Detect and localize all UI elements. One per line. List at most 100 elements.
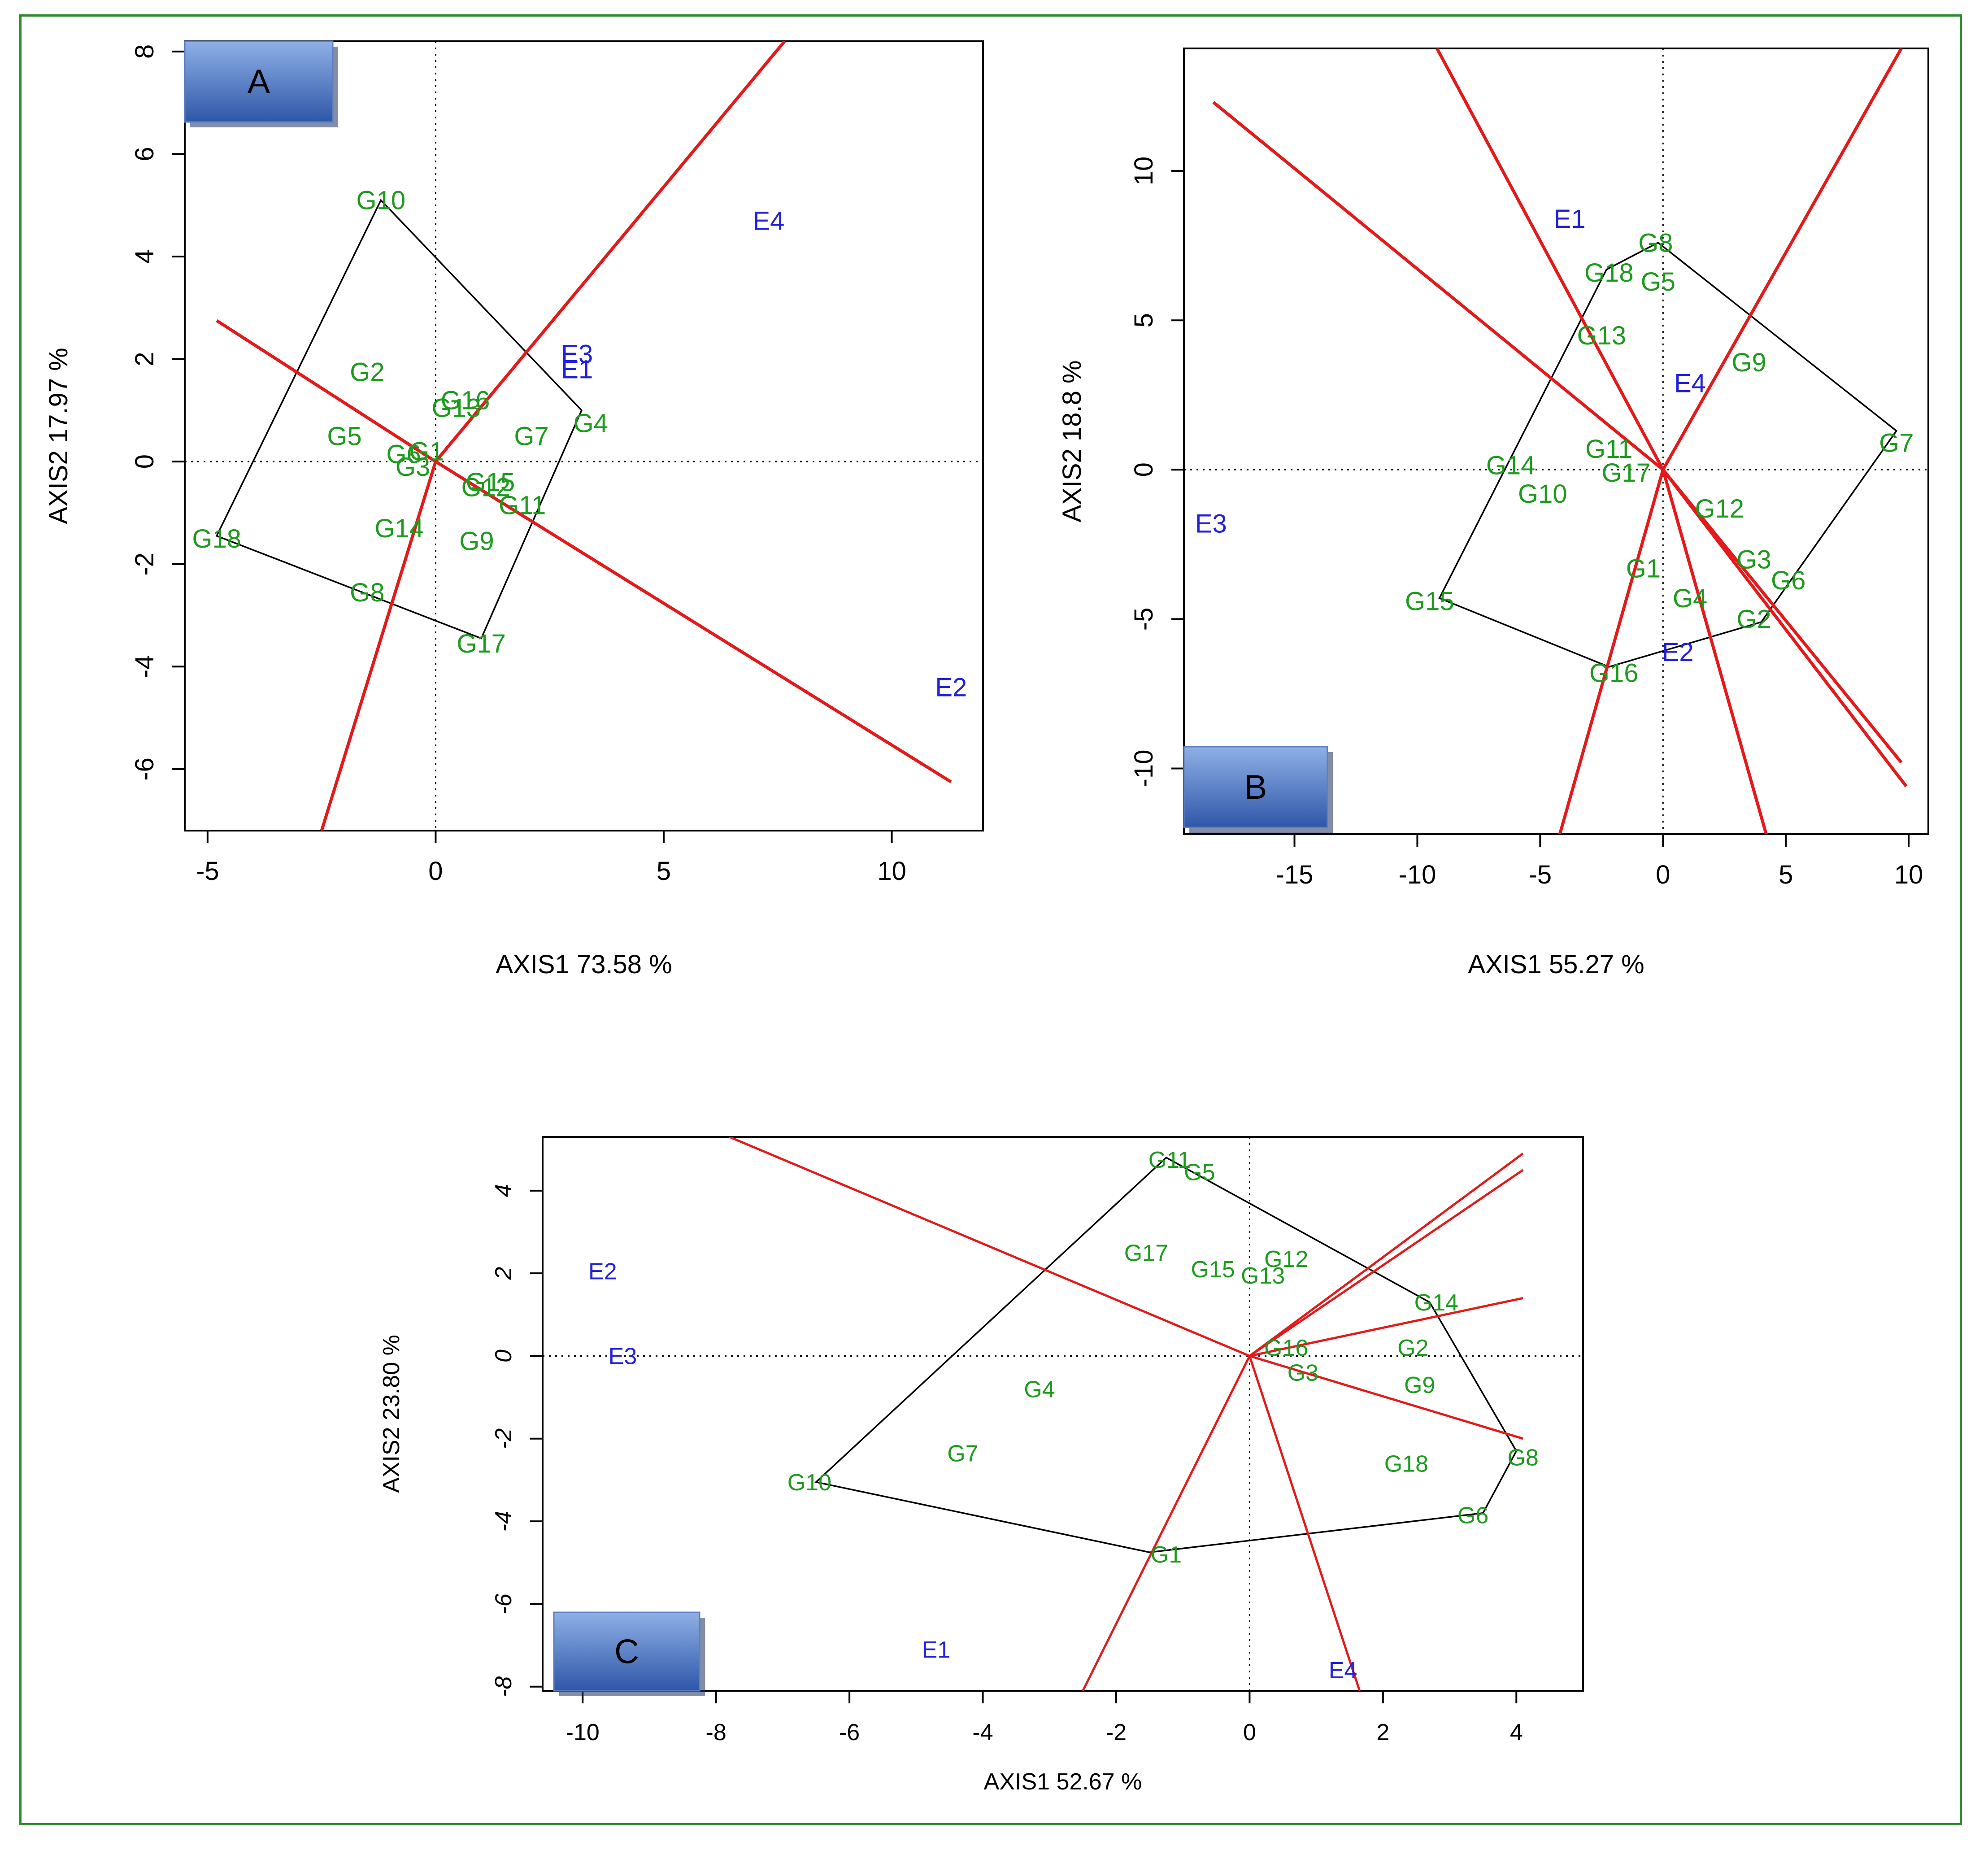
sector-ray [1558,469,1665,834]
x-tick-label: -10 [1399,860,1436,889]
y-tick-label: -2 [491,1428,517,1449]
genotype-label: G6 [387,440,421,469]
genotype-label: G16 [1589,659,1639,688]
genotype-label: G11 [1585,435,1632,464]
genotype-label: G3 [1736,545,1771,574]
sector-ray [320,461,437,831]
sector-ray [1662,469,1903,764]
genotype-label: G5 [1641,267,1675,296]
genotype-label: G18 [1584,258,1634,287]
plot-box [542,1136,1584,1692]
genotype-label: G14 [374,514,424,543]
y-tick-label: 8 [130,44,159,59]
environment-label: E4 [1329,1658,1357,1684]
genotype-label: G2 [1736,605,1771,634]
genotype-label: G10 [1518,479,1567,509]
y-tick-label: -5 [1129,608,1158,631]
x-axis-title: AXIS1 73.58 % [496,950,672,979]
genotype-label: G9 [1404,1372,1435,1398]
genotype-label: G13 [1241,1263,1285,1289]
plot-box [1183,48,1929,835]
genotype-label: G2 [1397,1335,1428,1361]
genotype-label: G15 [1405,587,1454,616]
sector-ray [1662,48,1903,471]
genotype-label: G5 [1184,1160,1215,1186]
y-tick-label: 0 [491,1349,517,1362]
genotype-label: G11 [1148,1147,1191,1173]
sector-ray [729,1137,1250,1357]
environment-label: E2 [935,673,967,702]
convex-hull-polygon [215,199,583,640]
x-tick-label: -5 [196,857,219,886]
genotype-label: G3 [396,453,430,482]
genotype-label: G10 [787,1470,831,1496]
x-tick-label: 4 [1510,1719,1523,1746]
sector-ray [1249,1297,1523,1357]
genotype-label: G8 [350,578,384,607]
x-tick-label: -2 [1106,1719,1127,1746]
genotype-label: G10 [357,186,406,215]
y-tick-label: -10 [1129,750,1158,788]
convex-hull-polygon [1438,241,1898,668]
x-tick-label: -10 [566,1719,600,1746]
sector-ray [216,319,437,463]
y-tick-label: -2 [130,553,159,576]
sector-ray [1212,101,1664,471]
y-tick-label: 5 [1129,313,1158,327]
genotype-label: G9 [459,527,494,556]
genotype-label: G8 [1507,1445,1538,1471]
genotype-label: G12 [1264,1246,1308,1272]
x-axis-title: AXIS1 52.67 % [984,1769,1142,1795]
convex-hull-polygon [814,1156,1518,1554]
environment-label: E3 [609,1344,637,1370]
genotype-label: G17 [1601,458,1651,488]
genotype-label: G14 [1414,1290,1458,1316]
x-axis-title: AXIS1 55.27 % [1468,950,1644,979]
genotype-label: G11 [499,491,546,520]
genotype-label: G15 [1191,1257,1235,1283]
y-axis-title: AXIS2 18.8 % [1057,360,1087,522]
sector-ray [1249,1355,1523,1440]
x-tick-label: 5 [1779,860,1793,889]
genotype-label: G6 [1457,1503,1488,1529]
sector-ray [1249,1169,1524,1357]
genotype-label: G16 [1264,1335,1308,1361]
environment-label: E1 [561,355,593,384]
y-tick-label: 4 [130,249,159,264]
y-tick-label: -6 [130,757,159,781]
sector-ray [1436,48,1665,470]
x-tick-label: 10 [1894,860,1923,889]
genotype-label: G14 [1486,451,1536,480]
y-tick-label: 2 [491,1267,517,1280]
panel-badge-letter: B [1244,768,1267,806]
genotype-label: G16 [441,386,490,415]
x-tick-label: -4 [972,1719,993,1746]
sector-ray [1248,1355,1361,1691]
y-tick-label: 2 [130,352,159,366]
genotype-label: G3 [1288,1360,1318,1386]
sector-ray [1082,1355,1251,1691]
environment-label: E1 [1554,205,1586,234]
genotype-label: G4 [1673,584,1707,613]
y-tick-label: 4 [491,1184,517,1197]
genotype-label: G17 [457,629,506,658]
genotype-label: G5 [327,422,361,451]
sector-ray [435,460,952,784]
genotype-label: G1 [1626,554,1661,583]
sector-ray [1661,469,1768,834]
x-tick-label: 0 [1243,1719,1256,1746]
genotype-label: G4 [574,409,608,438]
sector-ray [434,41,786,463]
x-tick-label: -15 [1276,860,1314,889]
environment-label: E3 [561,340,593,369]
genotype-label: G17 [1124,1240,1168,1266]
genotype-label: G15 [466,468,515,497]
y-tick-label: -4 [130,655,159,678]
genotype-label: G4 [1024,1376,1055,1402]
x-tick-label: -6 [839,1719,860,1746]
